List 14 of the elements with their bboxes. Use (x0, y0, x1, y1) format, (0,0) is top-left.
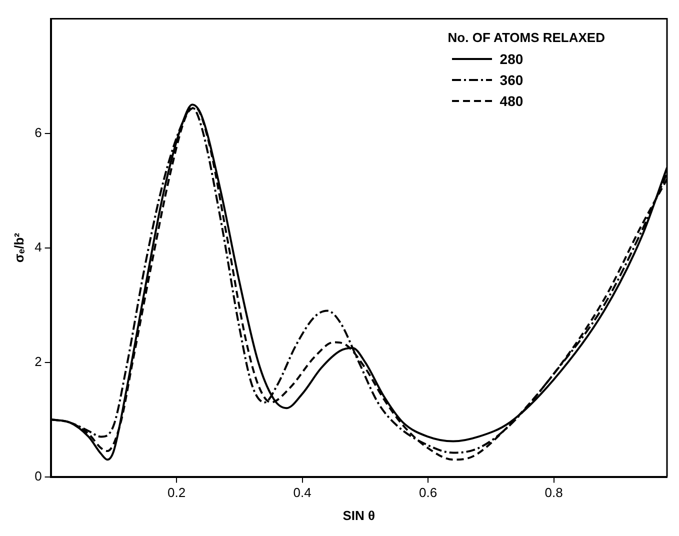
legend-title: No. OF ATOMS RELAXED (448, 30, 605, 45)
y-tick-label: 4 (34, 239, 42, 254)
x-tick-label: 0.6 (419, 485, 438, 500)
legend-label: 360 (500, 72, 524, 88)
legend-label: 480 (500, 93, 524, 109)
legend-label: 280 (500, 51, 524, 67)
y-tick-label: 6 (34, 124, 42, 140)
x-axis-title: SIN θ (342, 508, 376, 523)
x-tick-label: 0.2 (168, 485, 186, 500)
y-axis-title: σₑ/b² (11, 232, 26, 263)
x-tick-label: 0.8 (544, 485, 563, 500)
y-tick-label: 2 (34, 354, 42, 369)
x-tick-label: 0.4 (293, 485, 312, 500)
y-tick-label: 0 (34, 468, 42, 484)
